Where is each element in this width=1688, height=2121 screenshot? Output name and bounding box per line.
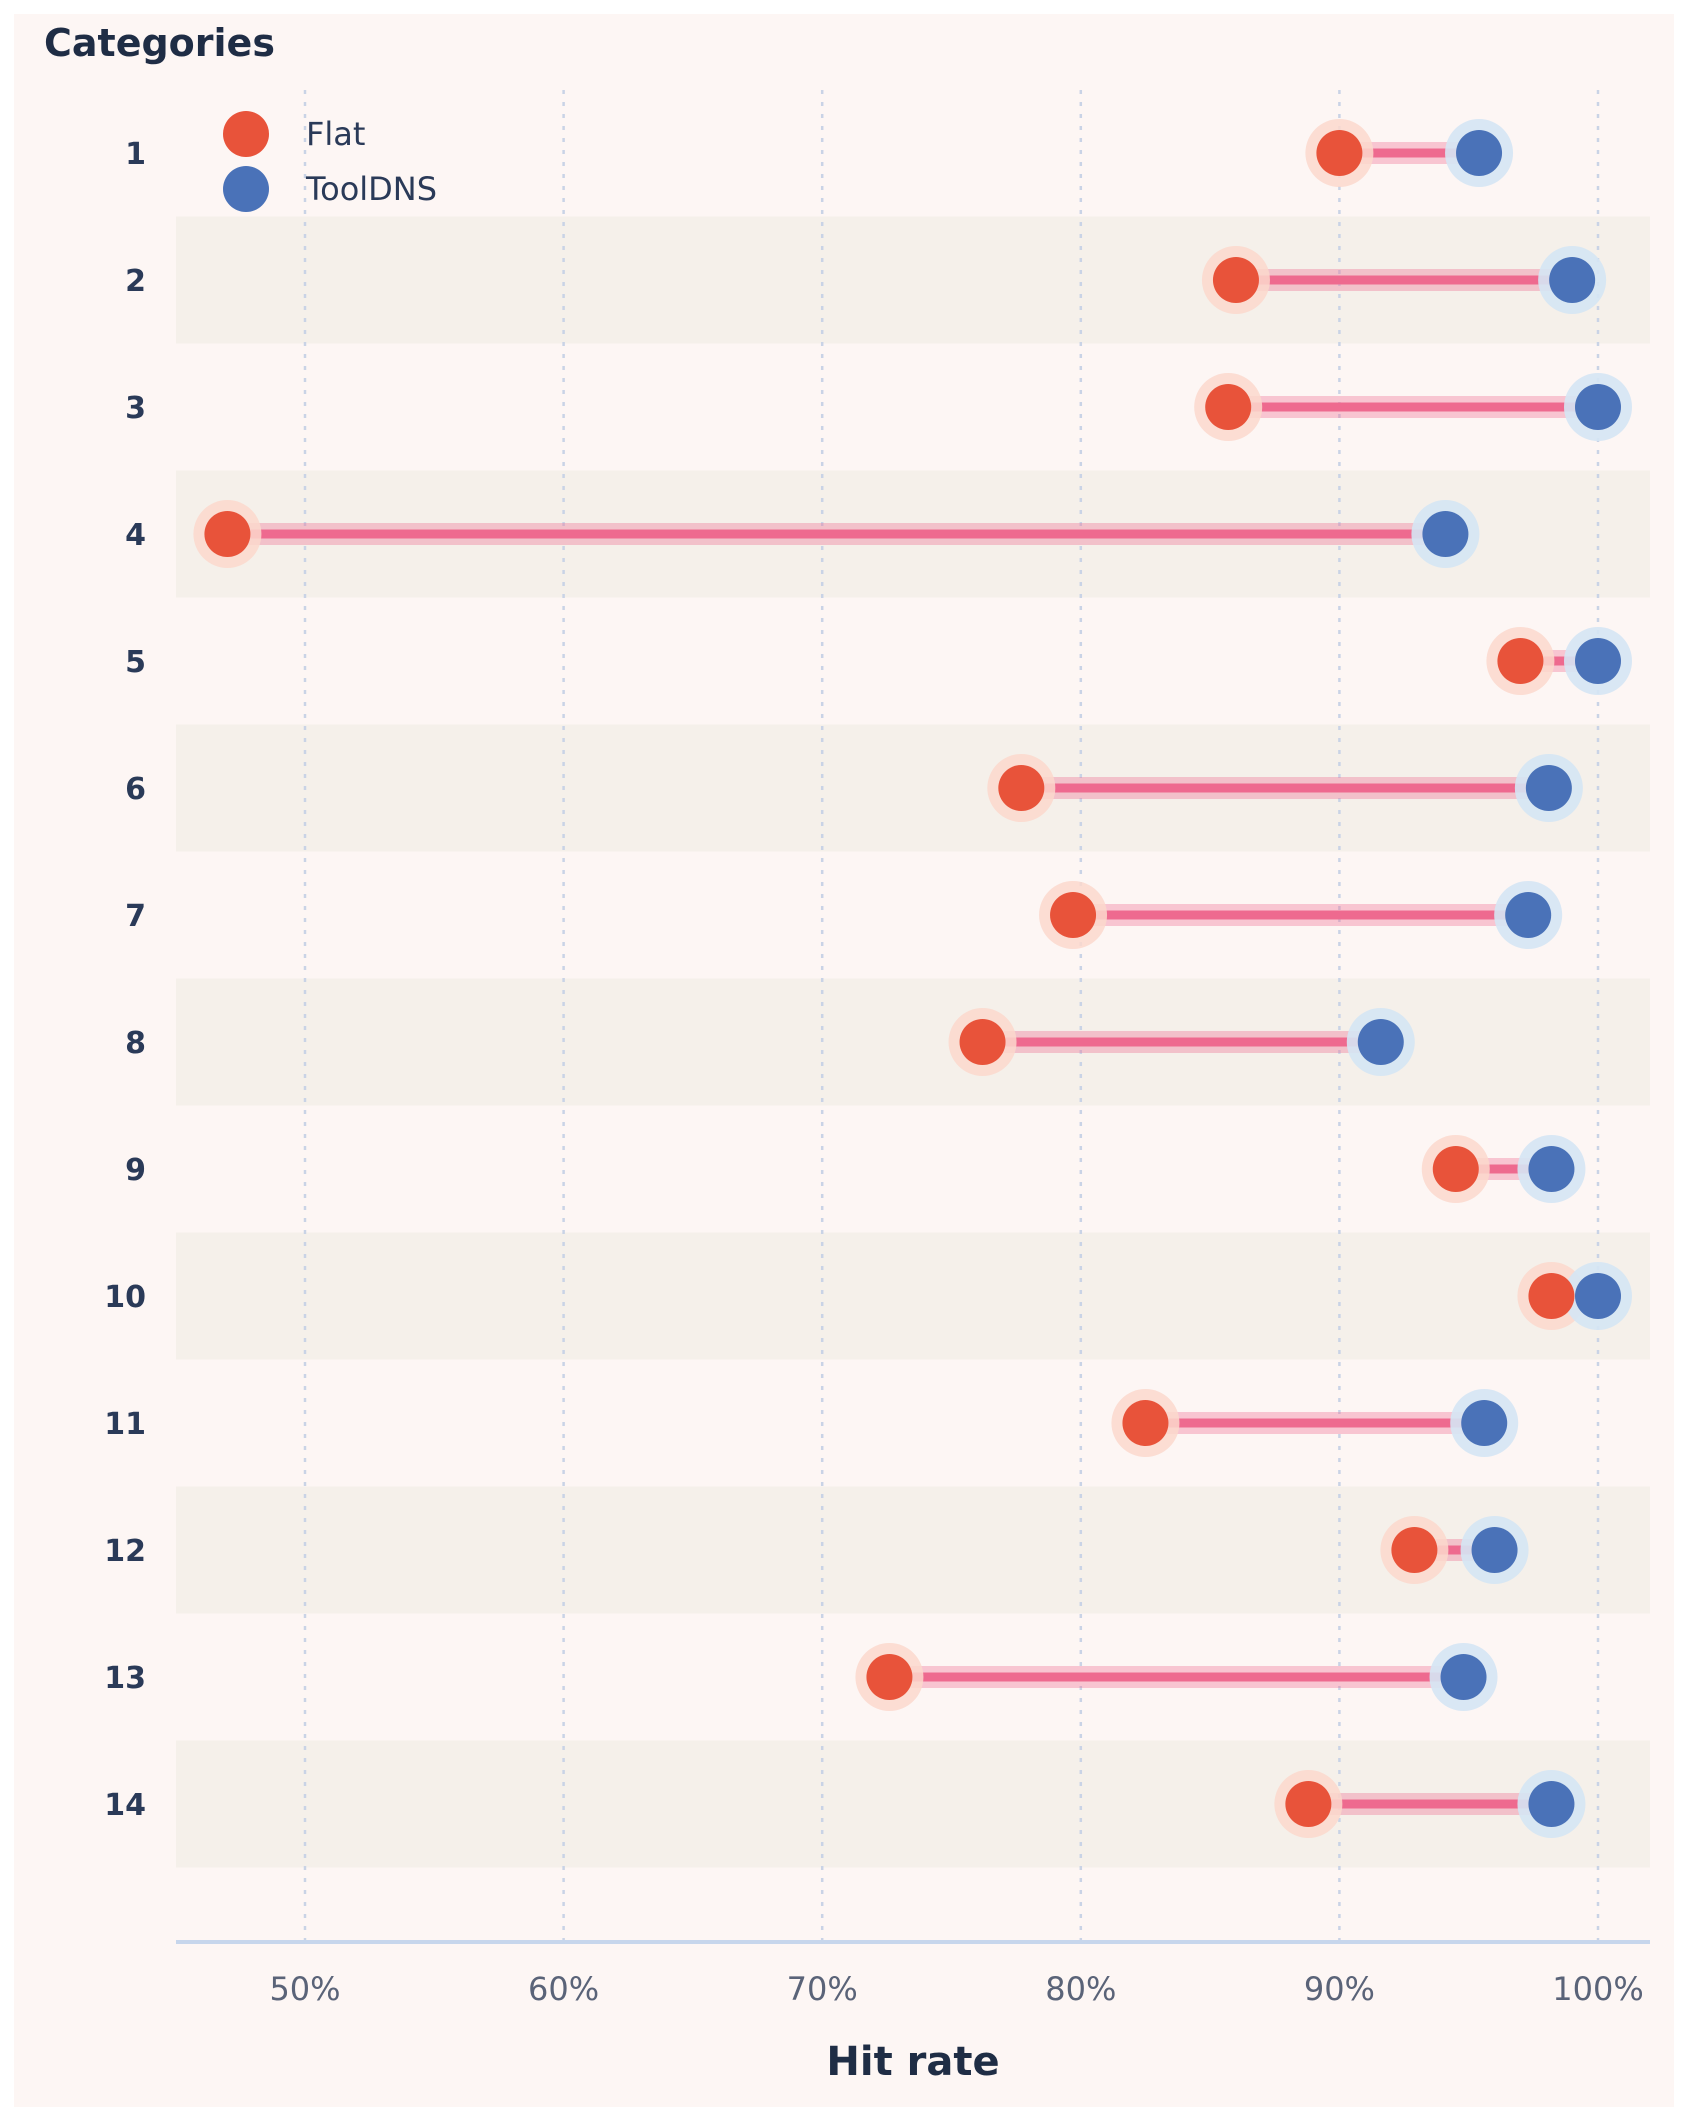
flat-point [866,1654,913,1700]
y-tick-label: 14 [104,1788,146,1823]
legend-tooldns-marker [223,166,269,212]
x-tick-label: 70% [787,1970,858,2008]
flat-point [1391,1527,1438,1573]
row-band [176,1232,1650,1360]
y-tick-label: 9 [125,1153,146,1188]
x-tick-label: 80% [1045,1970,1116,2008]
grid-lines [303,90,1600,1940]
flat-point [1528,1273,1575,1319]
flat-point [1497,638,1544,684]
tooldns-point [1422,511,1469,557]
y-tick-label: 2 [125,264,146,299]
y-tick-label: 7 [125,899,146,934]
y-tick-label: 4 [125,518,146,553]
tooldns-point [1461,1400,1508,1446]
tooldns-point [1575,384,1621,430]
tooldns-point [1456,130,1503,176]
flat-point [1212,257,1259,303]
tooldns-point [1505,892,1552,938]
y-tick-label: 5 [125,645,146,680]
x-tick-labels: 50% 60% 70% 80% 90% 100% [269,1970,1643,2008]
y-tick-label: 13 [104,1661,146,1696]
tooldns-point [1528,1781,1575,1827]
y-tick-label: 10 [104,1280,146,1315]
tooldns-point [1575,638,1621,684]
flat-point [1122,1400,1169,1446]
y-tick-label: 6 [125,772,146,807]
y-tick-label: 11 [104,1407,146,1442]
legend-flat-marker [223,111,269,157]
row-bands [176,216,1650,1868]
tooldns-point [1528,1146,1575,1192]
tooldns-point [1575,1273,1621,1319]
flat-point [1050,892,1097,938]
flat-point [1432,1146,1479,1192]
tooldns-point [1440,1654,1487,1700]
row-band [176,978,1650,1106]
y-tick-label: 12 [104,1534,146,1569]
tooldns-point [1471,1527,1518,1573]
flat-point [998,765,1045,811]
flat-point [1205,384,1252,430]
legend-flat-label: Flat [306,115,365,153]
x-axis-title: Hit rate [826,2039,999,2085]
x-tick-label: 60% [528,1970,599,2008]
tooldns-point [1549,257,1596,303]
legend: Flat ToolDNS [223,111,437,212]
data-points [193,119,1632,1838]
tooldns-point [1525,765,1572,811]
x-tick-label: 100% [1552,1970,1643,2008]
flat-point [204,511,251,557]
legend-tooldns-label: ToolDNS [305,170,437,208]
flat-point [1316,130,1363,176]
x-tick-label: 90% [1304,1970,1375,2008]
y-tick-label: 8 [125,1026,146,1061]
y-axis-title: Categories [44,21,275,65]
flat-point [959,1019,1006,1065]
y-tick-label: 3 [125,391,146,426]
y-tick-label: 1 [125,137,146,172]
flat-point [1285,1781,1332,1827]
tooldns-point [1357,1019,1404,1065]
x-tick-label: 50% [269,1970,340,2008]
